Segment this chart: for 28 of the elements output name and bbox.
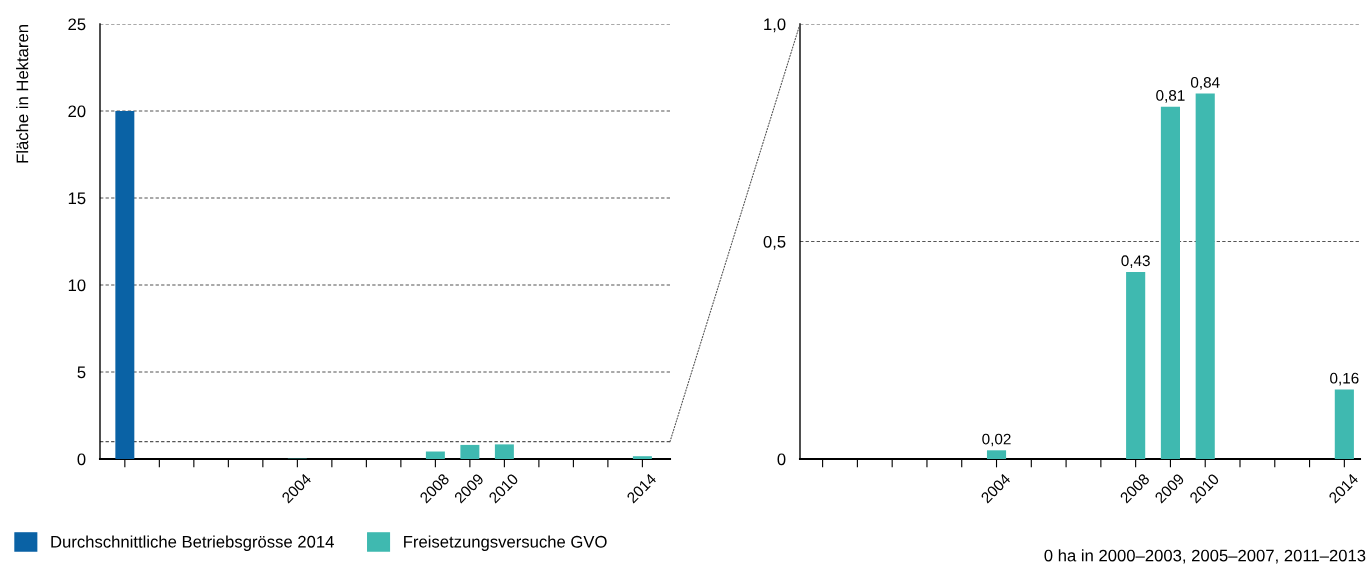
bar — [986, 450, 1007, 459]
data-label: 0,84 — [1190, 76, 1220, 90]
bar — [425, 451, 445, 459]
bar — [632, 456, 652, 459]
y-tick-label: 25 — [68, 18, 86, 31]
y-tick-label: 0,5 — [763, 235, 786, 250]
bar — [1195, 93, 1215, 459]
bar — [1334, 389, 1354, 459]
y-tick-label: 15 — [68, 192, 86, 205]
bar — [115, 111, 135, 459]
bar — [494, 444, 514, 459]
bar — [460, 444, 480, 459]
legend-label: Durchschnittliche Betriebsgrösse 2014 — [51, 535, 334, 551]
y-tick-label: 10 — [68, 279, 86, 292]
data-label: 0,16 — [1330, 372, 1359, 386]
y-tick-label: 0 — [77, 453, 86, 466]
y-tick-label: 5 — [77, 366, 86, 379]
bar — [1126, 271, 1146, 459]
data-label: 0,02 — [982, 433, 1011, 447]
data-label: 0,81 — [1156, 90, 1185, 103]
bar — [1160, 106, 1180, 459]
y-tick-label: 1,0 — [764, 18, 786, 33]
text: 0 ha in 2000–2003, 2005–2007, 2011–2013 — [1044, 549, 1366, 564]
data-label: 0,43 — [1121, 255, 1150, 268]
legend-label: Freisetzungsversuche GVO — [404, 535, 607, 551]
y-tick-label: 0 — [777, 453, 786, 466]
y-axis-title: Fläche in Hektaren — [16, 25, 29, 163]
y-tick-label: 20 — [68, 105, 86, 118]
